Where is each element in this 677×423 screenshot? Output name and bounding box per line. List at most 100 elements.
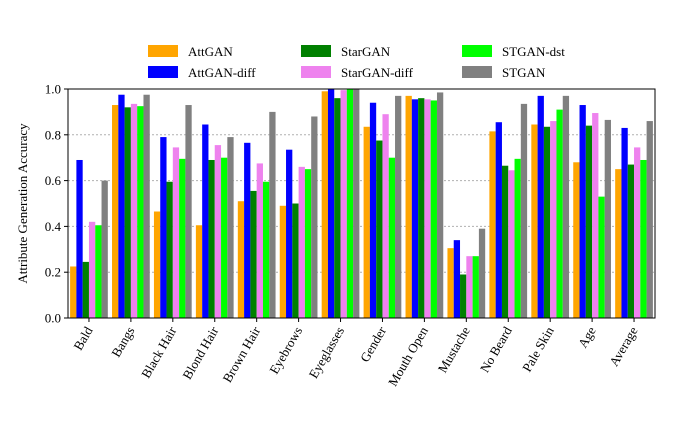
bar (153, 211, 161, 318)
x-tick-label: No Beard (477, 324, 515, 375)
bar (531, 124, 538, 318)
bar (112, 105, 119, 318)
bar (269, 111, 276, 319)
bar (460, 274, 467, 318)
bar (179, 158, 186, 318)
bar (327, 89, 335, 318)
bar (237, 201, 245, 318)
bar (286, 149, 293, 318)
bar (592, 113, 599, 318)
x-tick-label: Bangs (108, 324, 137, 360)
bar (436, 92, 444, 318)
bar (604, 119, 611, 318)
bar (430, 100, 437, 318)
bar (621, 127, 628, 319)
bar (508, 170, 515, 318)
y-tick-label: 0.4 (45, 219, 62, 234)
bar (424, 99, 431, 318)
bars (70, 89, 653, 319)
bar (382, 114, 389, 318)
bar (160, 137, 167, 318)
bar (363, 126, 370, 318)
bar (124, 107, 131, 318)
x-tick-label: Blond Hair (179, 323, 221, 381)
bar (579, 105, 586, 318)
bar (640, 159, 647, 318)
y-tick-label: 1.0 (45, 82, 61, 97)
bar (95, 225, 102, 318)
plot-frame (67, 88, 656, 319)
bar (166, 181, 173, 318)
y-axis-ticks: 0.0 0.2 0.4 0.6 0.8 1.0 (45, 82, 68, 326)
bar (292, 203, 299, 318)
bar (472, 256, 479, 318)
legend-swatch (301, 66, 331, 78)
bar (172, 147, 180, 318)
y-axis-title: Attribute Generation Accuracy (15, 123, 30, 284)
y-tick-label: 0.2 (45, 265, 61, 280)
bar (76, 159, 83, 318)
legend-label: AttGAN (188, 44, 233, 59)
y-tick-label: 0.0 (45, 311, 61, 326)
bar (143, 94, 150, 318)
bar (489, 131, 496, 318)
x-tick-label: Mustache (435, 324, 473, 375)
x-tick-label: Gender (357, 323, 389, 364)
bar (321, 91, 328, 318)
bar (298, 166, 305, 318)
bar (195, 225, 203, 318)
bar (615, 169, 622, 318)
bar (453, 240, 461, 318)
bar (88, 221, 96, 318)
bar (376, 140, 383, 318)
legend-label: AttGAN-diff (188, 65, 256, 80)
bar (227, 137, 234, 318)
x-tick-label: Mouth Open (385, 324, 431, 389)
bar (256, 163, 263, 318)
legend-label: STGAN (502, 65, 546, 80)
bar (501, 165, 509, 318)
legend-swatch (148, 45, 178, 57)
bar (346, 89, 354, 318)
bar (244, 142, 251, 318)
legend-label: StarGAN (341, 44, 391, 59)
bar (598, 196, 605, 318)
x-tick-label: Eyebrows (266, 324, 305, 377)
bar (262, 181, 270, 318)
legend: AttGAN AttGAN-diff StarGAN StarGAN-diff STGA… (148, 44, 565, 80)
legend-label: STGAN-dst (502, 44, 565, 59)
bar (214, 145, 222, 318)
bar (478, 228, 486, 318)
y-tick-label: 0.8 (45, 127, 61, 142)
bar (585, 125, 593, 318)
bar (495, 122, 502, 319)
bar (634, 147, 641, 318)
x-tick-label: Black Hair (138, 323, 180, 380)
bar (573, 162, 580, 318)
bar (447, 248, 454, 318)
bar (466, 256, 473, 318)
bar (82, 261, 89, 318)
bar (118, 94, 125, 318)
bar (340, 90, 347, 319)
x-tick-label: Pale Skin (519, 324, 557, 375)
bar (311, 116, 318, 318)
bar (353, 89, 360, 318)
bar (334, 98, 341, 318)
y-tick-label: 0.6 (45, 173, 62, 188)
legend-swatch (462, 45, 492, 57)
x-tick-label: Average (606, 324, 641, 369)
bar (279, 205, 287, 318)
bar (137, 106, 144, 318)
bar (70, 266, 77, 318)
bar (537, 95, 544, 319)
x-tick-label: Eyeglasses (306, 324, 348, 381)
x-tick-label: Bald (70, 324, 96, 353)
bar (185, 105, 192, 318)
bar (514, 158, 521, 318)
bar (543, 126, 551, 318)
bar (405, 95, 412, 319)
bar (418, 98, 425, 318)
